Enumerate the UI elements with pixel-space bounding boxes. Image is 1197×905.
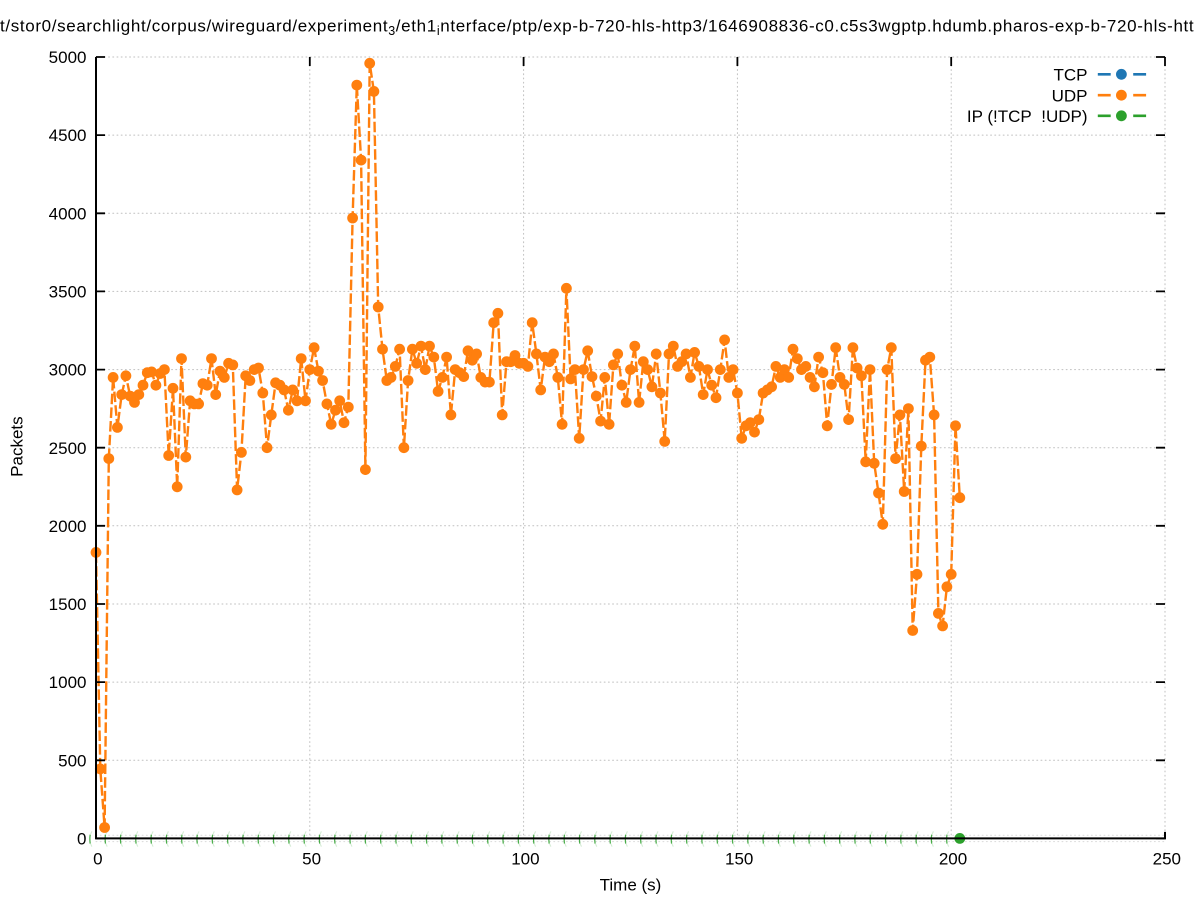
svg-text:Packets: Packets: [8, 416, 27, 476]
svg-text:t/stor0/searchlight/corpus/wir: t/stor0/searchlight/corpus/wireguard/exp…: [0, 17, 1194, 39]
svg-text:0: 0: [77, 830, 86, 849]
svg-text:100: 100: [511, 850, 539, 869]
svg-text:200: 200: [939, 850, 967, 869]
svg-text:4000: 4000: [49, 204, 87, 223]
svg-text:2000: 2000: [49, 517, 87, 536]
svg-text:150: 150: [725, 850, 753, 869]
svg-text:250: 250: [1153, 850, 1181, 869]
svg-text:4500: 4500: [49, 126, 87, 145]
svg-text:3000: 3000: [49, 361, 87, 380]
svg-text:Time (s): Time (s): [600, 876, 662, 895]
svg-text:3500: 3500: [49, 283, 87, 302]
svg-text:UDP: UDP: [1052, 86, 1088, 105]
svg-text:0: 0: [93, 850, 102, 869]
svg-text:5000: 5000: [49, 48, 87, 67]
svg-text:50: 50: [302, 850, 321, 869]
svg-text:1500: 1500: [49, 595, 87, 614]
svg-text:500: 500: [58, 751, 86, 770]
svg-text:TCP: TCP: [1054, 66, 1088, 85]
svg-text:IP (!TCP !UDP): IP (!TCP !UDP): [967, 107, 1088, 126]
svg-text:2500: 2500: [49, 439, 87, 458]
svg-text:1000: 1000: [49, 673, 87, 692]
